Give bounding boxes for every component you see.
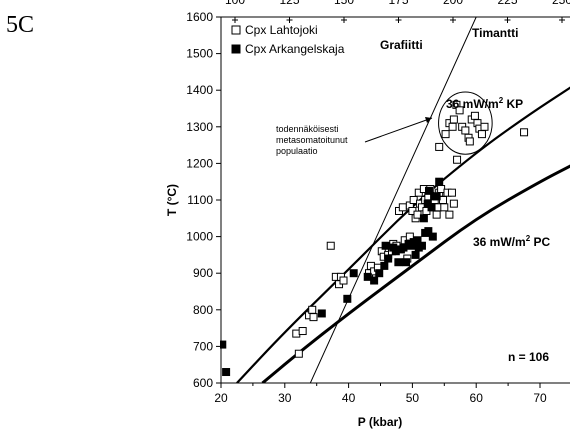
y-axis-title: T (°C): [165, 184, 179, 216]
y-tick-label: 1200: [186, 156, 213, 170]
arkangelskaja-point: [370, 276, 379, 285]
panel-label: 5C: [6, 12, 35, 38]
lahtojoki-point: [435, 142, 444, 151]
legend-label-arkangelskaja: Cpx Arkangelskaja: [245, 42, 345, 56]
y-tick-label: 1600: [186, 10, 213, 24]
arkangelskaja-point: [343, 294, 352, 303]
geotherm-kp-line: [236, 86, 570, 383]
legend-label-lahtojoki: Cpx Lahtojoki: [245, 23, 318, 37]
lahtojoki-point: [326, 241, 335, 250]
arkangelskaja-point: [417, 241, 426, 250]
lahtojoki-point: [309, 313, 318, 322]
x-tick-label: 20: [214, 391, 228, 405]
label-metasomatic: metasomatoitunut: [276, 135, 348, 145]
top-tick-label: 150: [334, 0, 354, 7]
lahtojoki-point: [447, 188, 456, 197]
y-tick-label: 1000: [186, 230, 213, 244]
y-tick-label: 900: [193, 266, 213, 280]
lahtojoki-point: [461, 126, 470, 135]
label-sample-size: n = 106: [508, 350, 549, 364]
top-tick-label: 250: [552, 0, 570, 7]
lahtojoki-point: [441, 130, 450, 139]
label-pc-geotherm: 36 mW/m2 PC: [473, 234, 550, 249]
x-tick-label: 40: [342, 391, 356, 405]
lahtojoki-point: [449, 115, 458, 124]
top-tick-label: 100: [225, 0, 245, 7]
label-diamond: Timantti: [472, 26, 518, 40]
lahtojoki-point: [308, 305, 317, 314]
y-tick-label: 700: [193, 339, 213, 353]
x-axis-title: P (kbar): [358, 415, 402, 429]
lahtojoki-point: [477, 130, 486, 139]
lahtojoki-point: [298, 327, 307, 336]
top-tick-label: 225: [497, 0, 517, 7]
x-tick-label: 60: [470, 391, 484, 405]
legend-marker-lahtojoki: [231, 25, 241, 35]
lahtojoki-point: [445, 210, 454, 219]
arkangelskaja-point: [349, 269, 358, 278]
x-tick-label: 70: [533, 391, 547, 405]
lahtojoki-point: [440, 203, 449, 212]
lahtojoki-point: [339, 276, 348, 285]
y-tick-label: 600: [193, 376, 213, 390]
top-tick-label: 175: [388, 0, 408, 7]
arkangelskaja-point: [432, 192, 441, 201]
arkangelskaja-point: [317, 309, 326, 318]
arkangelskaja-point: [381, 241, 390, 250]
arkangelskaja-point: [411, 250, 420, 259]
arkangelskaja-point: [384, 254, 393, 263]
lahtojoki-point: [480, 122, 489, 131]
y-tick-label: 1100: [187, 193, 213, 207]
arkangelskaja-point: [394, 258, 403, 267]
label-metasomatic: populaatio: [276, 146, 318, 156]
arkangelskaja-point: [222, 368, 231, 377]
legend-marker-arkangelskaja: [231, 44, 241, 54]
arkangelskaja-point: [424, 186, 433, 195]
lahtojoki-point: [470, 111, 479, 120]
y-tick-label: 1300: [186, 120, 213, 134]
x-tick-label: 30: [278, 391, 292, 405]
arkangelskaja-point: [428, 232, 437, 241]
label-kp-geotherm: 36 mW/m2 KP: [446, 96, 523, 111]
lahtojoki-point: [455, 106, 464, 115]
arkangelskaja-point: [427, 203, 436, 212]
lahtojoki-point: [465, 137, 474, 146]
y-tick-label: 1500: [186, 47, 213, 61]
metasomatic-ellipse: [438, 91, 493, 155]
geotherm-pc-line: [261, 164, 570, 383]
label-metasomatic: todennäköisesti: [276, 124, 339, 134]
lahtojoki-point: [432, 210, 441, 219]
graphite-diamond-line: [309, 17, 477, 383]
lahtojoki-point: [453, 155, 462, 164]
arkangelskaja-point: [402, 258, 411, 267]
top-tick-label: 200: [443, 0, 463, 7]
lahtojoki-point: [520, 128, 529, 137]
annotation-arrowhead: [425, 117, 432, 123]
top-tick-label: 125: [279, 0, 299, 7]
arkangelskaja-point: [375, 269, 384, 278]
lahtojoki-point: [449, 199, 458, 208]
arkangelskaja-point: [419, 214, 428, 223]
lahtojoki-point: [398, 203, 407, 212]
lahtojoki-point: [448, 122, 457, 131]
arkangelskaja-point: [435, 177, 444, 186]
lahtojoki-point: [294, 349, 303, 358]
arkangelskaja-point: [220, 340, 227, 349]
arkangelskaja-point: [424, 227, 433, 236]
annotation-arrow: [364, 117, 433, 143]
x-tick-label: 50: [406, 391, 420, 405]
label-graphite: Grafiitti: [380, 38, 423, 52]
arkangelskaja-point: [380, 261, 389, 270]
y-tick-label: 800: [193, 303, 213, 317]
y-tick-label: 1400: [186, 83, 213, 97]
